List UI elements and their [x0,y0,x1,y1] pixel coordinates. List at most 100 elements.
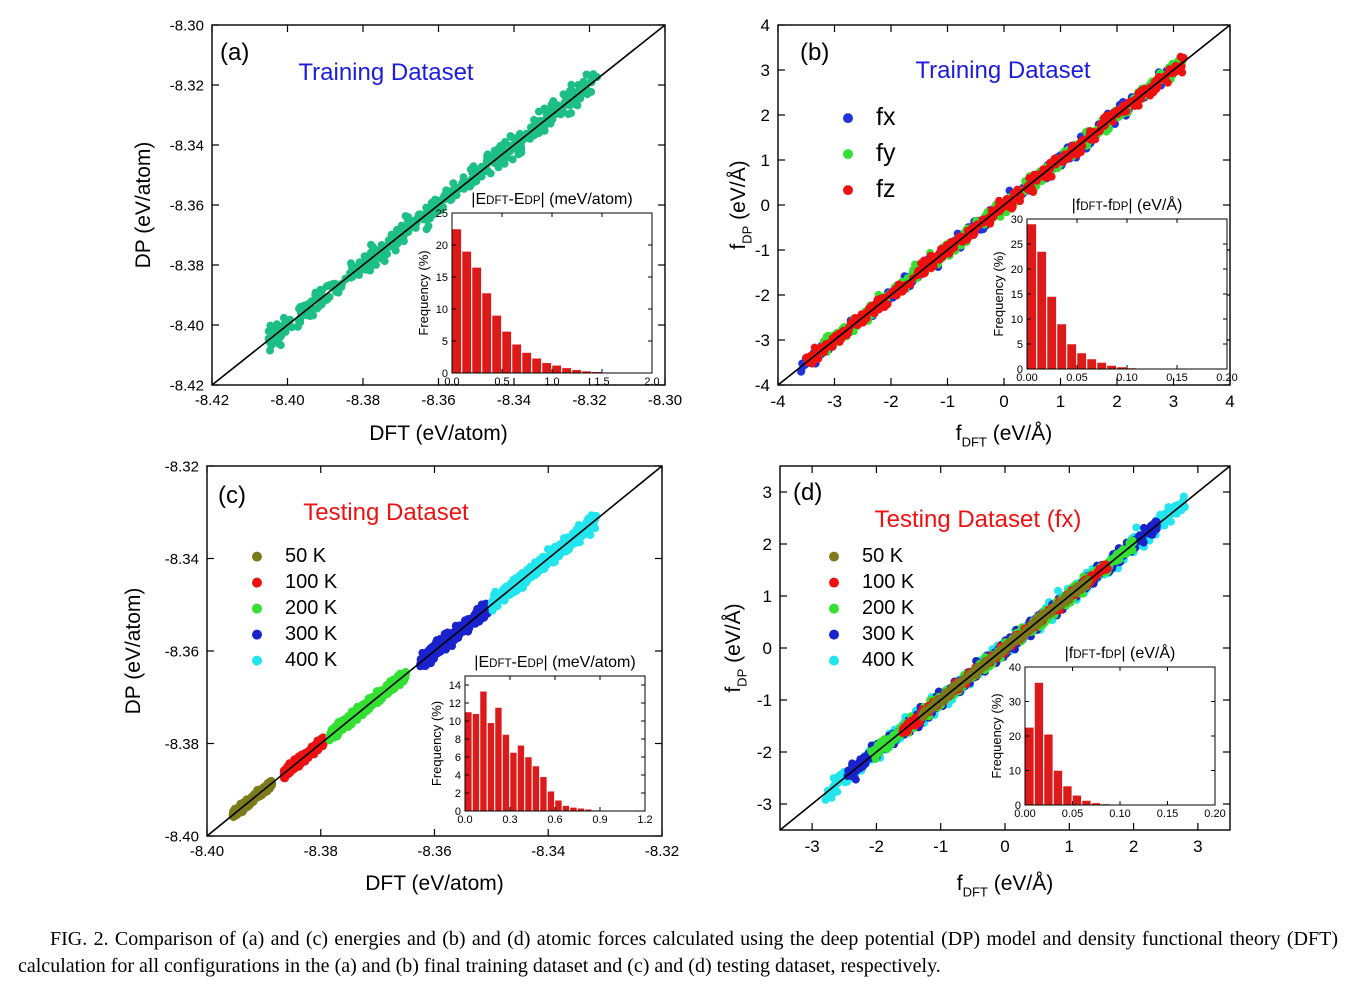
x-axis-label: DFT (eV/atom) [369,422,507,445]
data-point [305,746,314,755]
data-point [366,248,375,257]
data-point [500,159,509,168]
data-point [287,323,296,332]
data-point [494,144,503,153]
data-point [361,265,370,274]
histogram-bar [541,362,552,374]
data-point [560,98,569,107]
legend-label: fx [876,103,896,131]
y-tick-label: 4 [761,16,770,35]
y-tick-label: -8.40 [170,317,204,334]
histogram-bar [1056,323,1067,370]
x-tick-label: -8.40 [190,843,224,860]
legend-marker [252,603,262,614]
x-tick-label: -8.38 [304,843,338,860]
histogram-bar [511,343,522,374]
x-axis-label: fDFT (eV/Å) [956,422,1053,449]
y-tick-label: -8.30 [170,17,204,34]
panel-label: (a) [220,39,249,66]
histogram-bar [531,358,542,374]
data-point [1149,520,1158,529]
data-point [431,195,440,204]
data-point [1178,68,1187,77]
inset-y-tick-label: 12 [449,698,461,710]
data-point [978,215,987,224]
panel-c: -8.40 -8.38 -8.36 -8.34 -8.32-8.40-8.38-8.36… [122,458,679,895]
data-point [873,295,882,304]
data-point [1176,52,1185,61]
panel-label: (c) [218,482,246,509]
reference-line [777,24,1231,386]
inset-x-tick-label: 0.15 [1166,372,1187,384]
data-point [880,303,889,311]
data-point [827,793,836,802]
x-tick-label: -8.36 [417,843,451,860]
panel-title: Testing Dataset [303,499,469,526]
histogram-bar [1046,296,1057,370]
x-tick-label: -8.34 [497,392,531,409]
inset-x-tick-label: 0.6 [547,814,562,826]
inset-y-tick-label: 5 [1017,339,1023,351]
data-point [322,282,331,291]
inset-x-tick-label: 1.0 [544,376,559,388]
data-point [395,669,404,678]
x-tick-label: -8.36 [421,392,455,409]
inset-x-tick-label: 0.0 [444,376,459,388]
legend-marker [843,149,853,160]
data-point [501,138,510,146]
data-point [1164,68,1173,77]
inset-y-tick-label: 10 [449,716,461,728]
data-point [942,245,950,254]
x-tick-label: 2 [1112,392,1121,411]
data-point [542,108,551,117]
data-point [1003,196,1012,205]
scatter-layer [821,492,1189,804]
x-tick-label: -8.32 [572,392,606,409]
data-point [547,557,556,566]
histogram-bar [569,807,578,812]
histogram-bar [1066,343,1077,370]
x-tick-label: 4 [1225,392,1234,411]
inset-y-tick-label: 4 [455,770,461,782]
histogram-bar [539,776,548,812]
y-tick-label: -2 [755,286,770,305]
y-tick-label: -8.32 [165,458,199,475]
data-point [340,718,349,727]
data-point [429,210,438,219]
x-tick-label: -8.42 [195,392,229,409]
inset-y-tick-label: 0 [442,368,448,380]
y-tick-label: -1 [755,241,770,260]
data-point [508,155,517,164]
data-point [279,313,288,322]
data-point [1054,586,1062,595]
data-point [1119,107,1128,116]
data-point [549,544,558,552]
data-point [1160,75,1169,84]
data-point [424,222,433,231]
inset-x-tick-label: 2.0 [644,376,659,388]
data-point [579,78,588,87]
inset-y-axis-label: Frequency (%) [991,251,1006,336]
series-400-k [487,511,601,615]
data-point [520,134,529,143]
legend-label: 300 K [285,623,338,645]
histogram-bar [481,292,492,374]
data-point [464,179,472,188]
data-point [311,290,320,299]
data-point [1095,126,1104,135]
inset-x-tick-label: 0.0 [457,814,472,826]
inset-y-tick-label: 5 [442,336,448,348]
x-tick-label: -2 [883,392,898,411]
inset-y-axis-label: Frequency (%) [429,701,444,786]
legend-marker [252,629,262,640]
data-point [442,186,451,195]
data-point [892,291,901,300]
x-tick-label: -4 [770,392,785,411]
inset-x-tick-label: 0.10 [1116,372,1137,384]
data-point [403,216,412,225]
inset-y-tick-label: 25 [436,208,448,220]
inset-y-tick-label: 8 [455,734,461,746]
histogram-bar [1096,362,1107,370]
data-point [296,318,305,327]
